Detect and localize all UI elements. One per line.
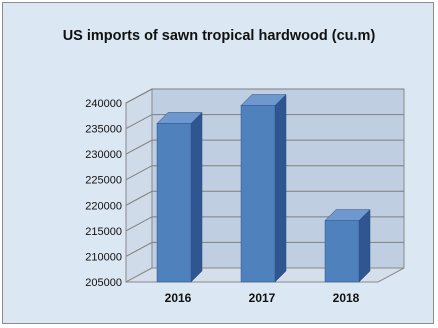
bar-2016 — [156, 123, 192, 283]
x-category-label: 2017 — [249, 291, 276, 305]
gridline — [125, 88, 404, 104]
x-category-label: 2018 — [333, 291, 360, 305]
gridline — [125, 241, 404, 257]
y-tick-label: 235000 — [85, 124, 122, 136]
x-category-label: 2016 — [165, 291, 192, 305]
y-tick-label: 225000 — [85, 175, 122, 187]
y-tick-label: 215000 — [85, 226, 122, 238]
y-tick-label: 220000 — [85, 200, 122, 212]
gridline — [125, 114, 404, 130]
bar-side — [190, 111, 203, 283]
y-tick-label: 240000 — [85, 98, 122, 110]
bar-2018 — [324, 220, 360, 283]
side-wall — [125, 88, 153, 283]
gridline — [125, 139, 404, 155]
y-tick-label: 230000 — [85, 149, 122, 161]
bar-side — [274, 93, 287, 283]
bar-2017 — [240, 105, 276, 283]
y-tick-label: 205000 — [85, 277, 122, 289]
y-tick-label: 210000 — [85, 251, 122, 263]
gridline — [125, 190, 404, 206]
chart-title: US imports of sawn tropical hardwood (cu… — [62, 28, 376, 44]
bar-side — [358, 209, 371, 283]
gridline — [125, 165, 404, 181]
gridline — [125, 216, 404, 232]
